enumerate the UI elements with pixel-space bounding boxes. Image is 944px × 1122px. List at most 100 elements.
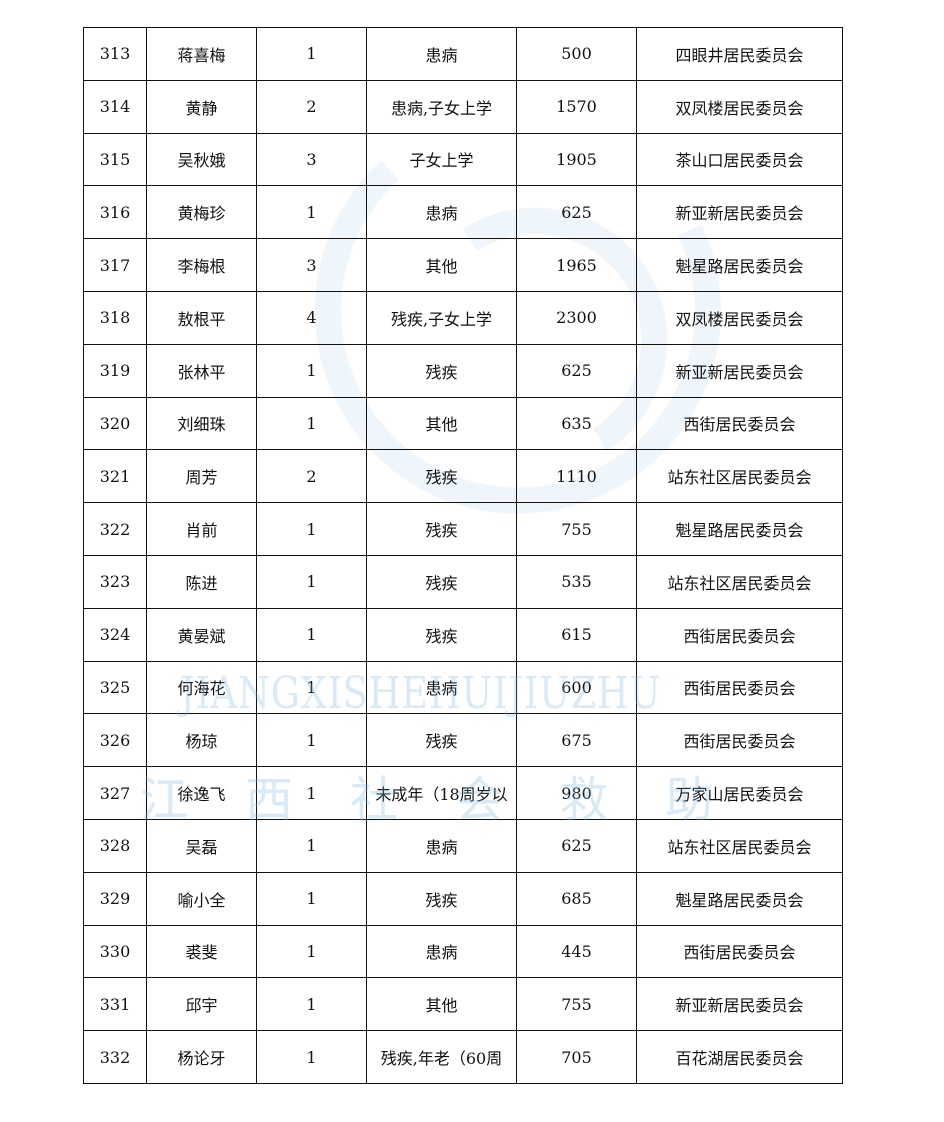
community-cell: 魁星路居民委员会 (636, 502, 843, 556)
row-number-cell: 322 (83, 502, 147, 556)
household-size-cell: 1 (256, 713, 367, 768)
row-number-cell: 328 (83, 818, 147, 873)
row-number-cell: 313 (83, 27, 147, 81)
household-size-cell: 1 (256, 977, 367, 1032)
household-size-cell: 3 (256, 132, 367, 187)
reason-cell: 残疾,子女上学 (366, 290, 517, 345)
row-number-cell: 314 (83, 79, 147, 134)
amount-cell: 705 (516, 1030, 637, 1084)
amount-cell: 500 (516, 27, 637, 81)
reason-cell: 残疾 (366, 343, 517, 398)
name-cell: 杨琼 (146, 713, 257, 768)
community-cell: 万家山居民委员会 (636, 766, 843, 820)
row-number-cell: 325 (83, 660, 147, 715)
community-cell: 西街居民委员会 (636, 396, 843, 451)
household-size-cell: 1 (256, 185, 367, 240)
table-row: 332 杨论牙 1 残疾,年老（60周 705 百花湖居民委员会 (83, 1030, 843, 1084)
name-cell: 黄静 (146, 79, 257, 134)
reason-cell: 患病 (366, 924, 517, 979)
reason-cell: 残疾 (366, 607, 517, 662)
table-row: 325 何海花 1 患病 600 西街居民委员会 (83, 660, 843, 715)
assistance-table: 313 蒋喜梅 1 患病 500 四眼井居民委员会 314 黄静 2 患病,子女上学 1570 双凤楼… (83, 27, 843, 1084)
reason-cell: 患病,子女上学 (366, 79, 517, 134)
name-cell: 徐逸飞 (146, 766, 257, 820)
community-cell: 魁星路居民委员会 (636, 871, 843, 926)
amount-cell: 1905 (516, 132, 637, 187)
name-cell: 邱宇 (146, 977, 257, 1032)
name-cell: 裘斐 (146, 924, 257, 979)
table-row: 326 杨琼 1 残疾 675 西街居民委员会 (83, 713, 843, 768)
name-cell: 何海花 (146, 660, 257, 715)
amount-cell: 755 (516, 502, 637, 556)
table-row: 320 刘细珠 1 其他 635 西街居民委员会 (83, 396, 843, 451)
household-size-cell: 1 (256, 766, 367, 820)
table-row: 316 黄梅珍 1 患病 625 新亚新居民委员会 (83, 185, 843, 240)
name-cell: 黄晏斌 (146, 607, 257, 662)
household-size-cell: 2 (256, 449, 367, 504)
row-number-cell: 315 (83, 132, 147, 187)
household-size-cell: 1 (256, 396, 367, 451)
row-number-cell: 332 (83, 1030, 147, 1084)
amount-cell: 980 (516, 766, 637, 820)
household-size-cell: 1 (256, 660, 367, 715)
table-row: 313 蒋喜梅 1 患病 500 四眼井居民委员会 (83, 27, 843, 81)
reason-cell: 其他 (366, 396, 517, 451)
reason-cell: 残疾,年老（60周 (366, 1030, 517, 1084)
community-cell: 新亚新居民委员会 (636, 185, 843, 240)
name-cell: 周芳 (146, 449, 257, 504)
amount-cell: 685 (516, 871, 637, 926)
amount-cell: 535 (516, 554, 637, 609)
community-cell: 双凤楼居民委员会 (636, 79, 843, 134)
amount-cell: 675 (516, 713, 637, 768)
table-row: 324 黄晏斌 1 残疾 615 西街居民委员会 (83, 607, 843, 662)
household-size-cell: 1 (256, 924, 367, 979)
reason-cell: 患病 (366, 185, 517, 240)
reason-cell: 其他 (366, 238, 517, 292)
name-cell: 肖前 (146, 502, 257, 556)
name-cell: 吴秋娥 (146, 132, 257, 187)
table-row: 329 喻小全 1 残疾 685 魁星路居民委员会 (83, 871, 843, 926)
community-cell: 站东社区居民委员会 (636, 554, 843, 609)
row-number-cell: 326 (83, 713, 147, 768)
table-row: 319 张林平 1 残疾 625 新亚新居民委员会 (83, 343, 843, 398)
table-row: 317 李梅根 3 其他 1965 魁星路居民委员会 (83, 238, 843, 292)
amount-cell: 635 (516, 396, 637, 451)
community-cell: 西街居民委员会 (636, 607, 843, 662)
amount-cell: 1570 (516, 79, 637, 134)
community-cell: 新亚新居民委员会 (636, 343, 843, 398)
household-size-cell: 4 (256, 290, 367, 345)
row-number-cell: 331 (83, 977, 147, 1032)
row-number-cell: 330 (83, 924, 147, 979)
community-cell: 百花湖居民委员会 (636, 1030, 843, 1084)
reason-cell: 残疾 (366, 871, 517, 926)
name-cell: 喻小全 (146, 871, 257, 926)
household-size-cell: 1 (256, 27, 367, 81)
table-row: 330 裘斐 1 患病 445 西街居民委员会 (83, 924, 843, 979)
amount-cell: 2300 (516, 290, 637, 345)
community-cell: 站东社区居民委员会 (636, 818, 843, 873)
table-row: 328 吴磊 1 患病 625 站东社区居民委员会 (83, 818, 843, 873)
amount-cell: 755 (516, 977, 637, 1032)
row-number-cell: 323 (83, 554, 147, 609)
amount-cell: 625 (516, 343, 637, 398)
reason-cell: 未成年（18周岁以 (366, 766, 517, 820)
community-cell: 西街居民委员会 (636, 924, 843, 979)
name-cell: 蒋喜梅 (146, 27, 257, 81)
amount-cell: 615 (516, 607, 637, 662)
table-row: 327 徐逸飞 1 未成年（18周岁以 980 万家山居民委员会 (83, 766, 843, 820)
amount-cell: 445 (516, 924, 637, 979)
table-row: 331 邱宇 1 其他 755 新亚新居民委员会 (83, 977, 843, 1032)
row-number-cell: 320 (83, 396, 147, 451)
name-cell: 敖根平 (146, 290, 257, 345)
household-size-cell: 1 (256, 554, 367, 609)
amount-cell: 625 (516, 818, 637, 873)
row-number-cell: 321 (83, 449, 147, 504)
household-size-cell: 1 (256, 607, 367, 662)
community-cell: 西街居民委员会 (636, 713, 843, 768)
community-cell: 站东社区居民委员会 (636, 449, 843, 504)
community-cell: 新亚新居民委员会 (636, 977, 843, 1032)
reason-cell: 患病 (366, 27, 517, 81)
table-row: 318 敖根平 4 残疾,子女上学 2300 双凤楼居民委员会 (83, 290, 843, 345)
community-cell: 魁星路居民委员会 (636, 238, 843, 292)
row-number-cell: 317 (83, 238, 147, 292)
